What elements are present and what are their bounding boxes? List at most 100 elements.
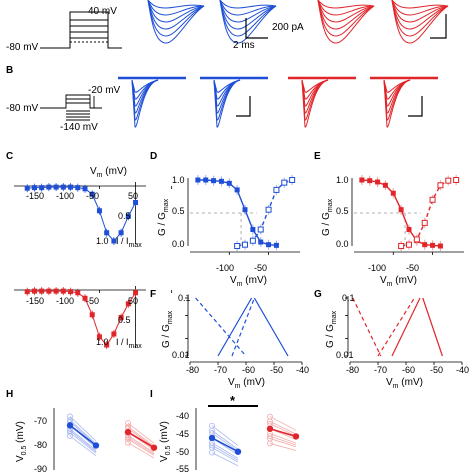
panel-label-c: C — [6, 151, 14, 162]
data-point — [203, 177, 209, 183]
data-point — [111, 238, 117, 244]
scalebar-a-right — [430, 14, 447, 39]
iv-line — [27, 186, 136, 242]
series-line — [253, 297, 289, 357]
mean-point — [266, 425, 274, 432]
data-point — [46, 288, 52, 294]
protocol-b-diagram — [40, 94, 102, 121]
individual-line — [211, 444, 239, 461]
data-point — [89, 191, 95, 197]
panel-h-paired-plot — [53, 408, 158, 470]
data-point-open — [453, 177, 460, 183]
trace-a — [219, 0, 277, 37]
protocol-b-test-voltage: -20 mV — [88, 85, 121, 96]
individual-line — [269, 443, 297, 451]
e-y-tick-2: 0.0 — [336, 239, 349, 249]
data-point — [118, 315, 124, 320]
data-point — [266, 242, 272, 248]
panel-e-gv-plot — [351, 175, 464, 255]
f-x-tick-4: -40 — [296, 365, 310, 375]
data-point — [39, 288, 45, 294]
f-x-tick-3: -50 — [270, 365, 284, 375]
mean-point — [150, 444, 158, 451]
individual-line — [69, 419, 97, 444]
mean-line — [69, 424, 97, 447]
c-bot-y-tick-0: 0.5 — [118, 315, 131, 325]
g-x-tick-4: -40 — [456, 365, 470, 375]
data-point — [104, 230, 110, 236]
individual-line — [127, 438, 155, 456]
trace-a — [317, 0, 375, 16]
data-point — [125, 213, 131, 219]
protocol-a-step-voltage: 40 mV — [88, 6, 117, 17]
series-line — [352, 297, 382, 357]
individual-line — [211, 452, 239, 467]
mean-point — [124, 428, 132, 436]
data-point — [422, 242, 428, 248]
series-line — [377, 297, 415, 357]
d-x-tick-0: -100 — [216, 263, 235, 273]
g-y-label: G / Gmax — [325, 310, 338, 348]
h-y-label: V0.5 (mV) — [15, 421, 28, 462]
trace-b — [213, 79, 241, 128]
panel-label-b: B — [6, 65, 14, 76]
c-bot-y-tick-1: 1.0 — [96, 337, 109, 347]
data-point — [234, 187, 240, 193]
c-top-y-label: I / Imax — [116, 236, 142, 249]
data-point-open — [281, 179, 288, 186]
individual-line — [211, 430, 239, 450]
data-point-open — [273, 186, 280, 193]
data-point — [430, 242, 436, 248]
d-x-tick-1: -50 — [254, 263, 268, 273]
c-top-x-tick-1: -100 — [56, 191, 75, 201]
data-point — [96, 334, 102, 340]
panel-c-top-iv-plot — [14, 182, 173, 245]
i-y-tick-1: -45 — [176, 429, 190, 439]
panel-g-log-plot — [345, 296, 463, 365]
mean-point — [66, 422, 74, 429]
panel-b-current-traces — [118, 76, 438, 128]
data-point — [133, 200, 139, 205]
c-bot-x-tick-3: 50 — [128, 296, 139, 306]
g-x-label: Vm (mV) — [386, 377, 423, 391]
scalebar-b-red — [408, 96, 423, 117]
data-point-open — [249, 237, 256, 244]
individual-line — [211, 432, 239, 452]
data-point-open — [257, 226, 264, 233]
data-point — [24, 185, 30, 191]
scalebar-a-time-label: 2 ms — [233, 40, 255, 51]
data-point — [82, 295, 88, 301]
trace-a — [147, 0, 205, 16]
individual-line — [69, 416, 97, 442]
series-line — [217, 297, 253, 357]
e-y-tick-0: 1.0 — [336, 175, 349, 185]
individual-point — [267, 413, 273, 420]
individual-line — [69, 435, 97, 457]
h-y-tick-1: -80 — [34, 440, 48, 450]
mean-point — [92, 442, 100, 449]
series-line — [231, 297, 255, 357]
data-point — [118, 230, 124, 236]
data-point — [211, 178, 217, 184]
i-y-tick-3: -55 — [176, 464, 190, 474]
data-point — [133, 290, 139, 296]
d-y-label: G / Gmax — [157, 198, 170, 236]
series-line — [391, 297, 421, 357]
data-point — [111, 331, 117, 337]
individual-line — [127, 422, 155, 444]
c-top-y-tick-0: 0.5 — [118, 211, 131, 221]
individual-point — [67, 429, 73, 436]
scalebar-a — [245, 18, 268, 39]
individual-line — [269, 416, 297, 431]
data-point — [258, 239, 264, 245]
data-point — [31, 288, 37, 294]
h-y-tick-0: -70 — [34, 416, 48, 426]
data-point — [104, 342, 110, 348]
c-top-x-tick-2: -50 — [86, 191, 100, 201]
individual-line — [127, 437, 155, 455]
trace-a — [219, 0, 277, 16]
mean-line — [211, 437, 239, 453]
f-x-tick-0: -80 — [186, 365, 200, 375]
data-point-open — [265, 206, 272, 213]
data-point — [406, 227, 412, 232]
